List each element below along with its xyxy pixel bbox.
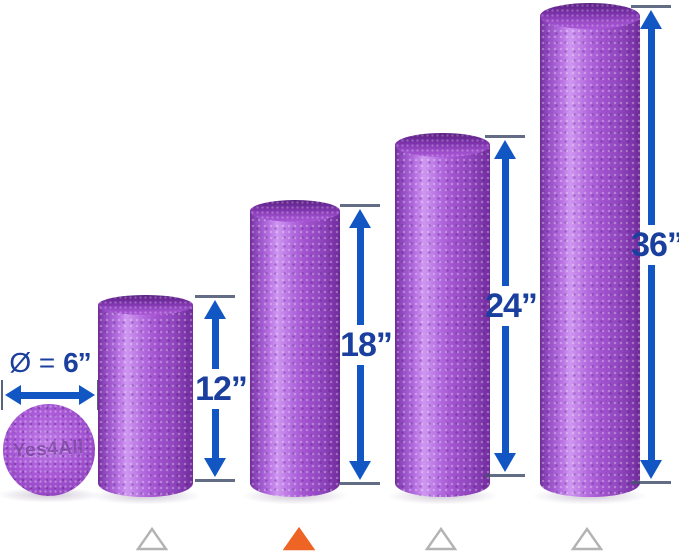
arrow-shaft — [501, 326, 509, 453]
foam-roller-12-inch — [88, 295, 203, 505]
roller-top-cap — [540, 3, 640, 29]
tick-line — [1, 380, 3, 410]
length-label-18: 18” — [340, 325, 393, 364]
foam-roller-24-inch — [385, 133, 500, 505]
tick-line — [195, 479, 235, 482]
roller-top-cap — [395, 133, 490, 157]
tick-line — [340, 482, 380, 485]
measure-24-inch: 24” — [477, 135, 538, 477]
diameter-callout: Ø = 6” — [1, 349, 99, 410]
tick-line — [631, 5, 671, 8]
foam-roller-end-disc: Yes4All — [0, 404, 103, 503]
length-label-12: 12” — [195, 369, 248, 408]
roller-body — [395, 145, 490, 497]
measure-36-inch: 36” — [623, 5, 679, 484]
triangle-icon — [425, 526, 457, 551]
tick-line — [631, 481, 671, 484]
tick-line — [485, 474, 525, 477]
carousel-indicator-4[interactable] — [571, 526, 603, 552]
length-label-36: 36” — [631, 225, 679, 264]
carousel-indicator-1[interactable] — [136, 526, 168, 552]
arrowhead-down-icon — [204, 458, 226, 477]
tick-line — [195, 295, 235, 298]
foam-roller-18-inch — [240, 200, 350, 505]
measure-12-inch: 12” — [187, 295, 248, 482]
tick-line — [340, 204, 380, 207]
triangle-icon — [136, 526, 168, 551]
arrowhead-down-icon — [494, 453, 516, 472]
arrowhead-up-icon — [494, 140, 516, 159]
arrow-shaft — [356, 364, 364, 461]
roller-body — [98, 305, 193, 497]
roller-body — [540, 16, 640, 497]
arrowhead-right-icon — [79, 385, 95, 405]
carousel-indicator-2[interactable] — [283, 526, 315, 552]
roller-top-cap — [98, 295, 193, 315]
arrow-shaft — [21, 391, 79, 399]
arrowhead-down-icon — [349, 461, 371, 480]
arrow-shaft — [211, 319, 219, 369]
triangle-icon — [283, 526, 315, 551]
arrow-shaft — [501, 159, 509, 286]
triangle-icon — [571, 526, 603, 551]
length-label-24: 24” — [485, 287, 538, 325]
roller-body — [250, 211, 340, 497]
diameter-value: 6” — [63, 347, 92, 378]
foam-roller-36-inch — [530, 3, 650, 505]
arrowhead-up-icon — [204, 300, 226, 319]
arrow-shaft — [356, 228, 364, 325]
yes4all-logo: Yes4All — [12, 437, 86, 462]
arrowhead-left-icon — [5, 385, 21, 405]
arrowhead-up-icon — [349, 209, 371, 228]
arrow-shaft — [647, 264, 655, 460]
roller-top-cap — [250, 200, 340, 222]
tick-line — [485, 135, 525, 138]
arrowhead-up-icon — [640, 10, 662, 29]
measure-18-inch: 18” — [332, 204, 393, 485]
diameter-symbol: Ø = — [9, 347, 56, 378]
carousel-indicator-3[interactable] — [425, 526, 457, 552]
diameter-label: Ø = 6” — [1, 349, 99, 377]
arrow-shaft — [211, 408, 219, 458]
arrow-shaft — [647, 29, 655, 225]
arrowhead-down-icon — [640, 460, 662, 479]
